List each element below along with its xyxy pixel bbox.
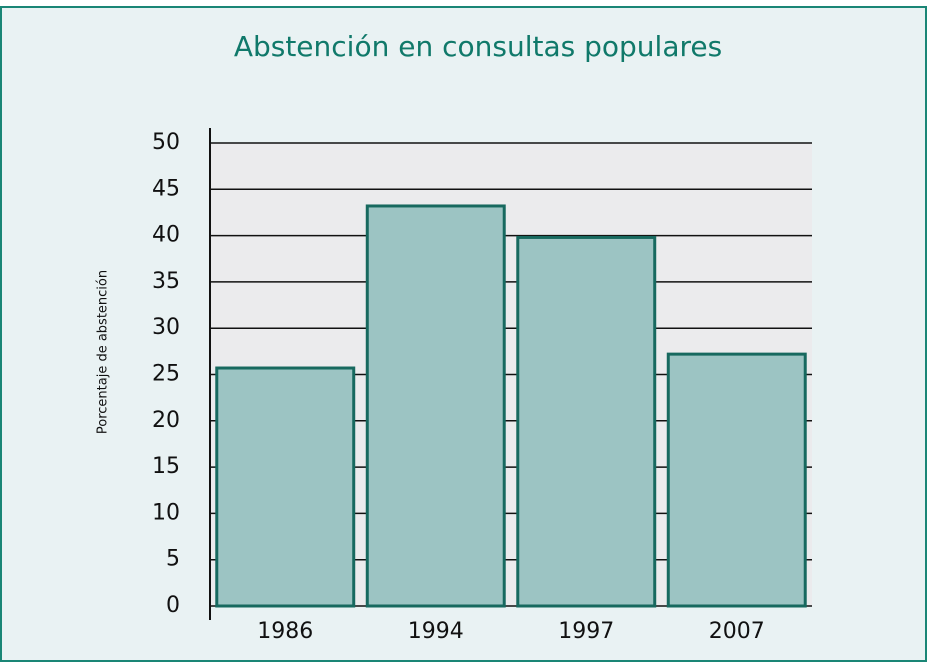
x-tick-label: 1994 [408,619,464,644]
y-tick-label: 0 [166,593,180,618]
y-tick-label: 40 [152,223,180,248]
chart-title: Abstención en consultas populares [234,30,722,63]
y-tick-label: 10 [152,500,180,525]
bar [365,204,506,608]
x-tick-label: 1997 [558,619,614,644]
y-tick-label: 50 [152,130,180,155]
y-tick-label: 20 [152,408,180,433]
y-tick-label: 35 [152,269,180,294]
x-tick-label: 1986 [257,619,313,644]
y-tick-label: 15 [152,454,180,479]
y-tick-label: 25 [152,362,180,387]
y-axis-label: Porcentaje de abstención [96,270,111,434]
y-tick-label: 45 [152,176,180,201]
y-tick-label: 5 [166,547,180,572]
bar [516,235,657,608]
bar [215,366,356,608]
bar [666,352,807,608]
y-tick-label: 30 [152,315,180,340]
x-tick-label: 2007 [709,619,765,644]
